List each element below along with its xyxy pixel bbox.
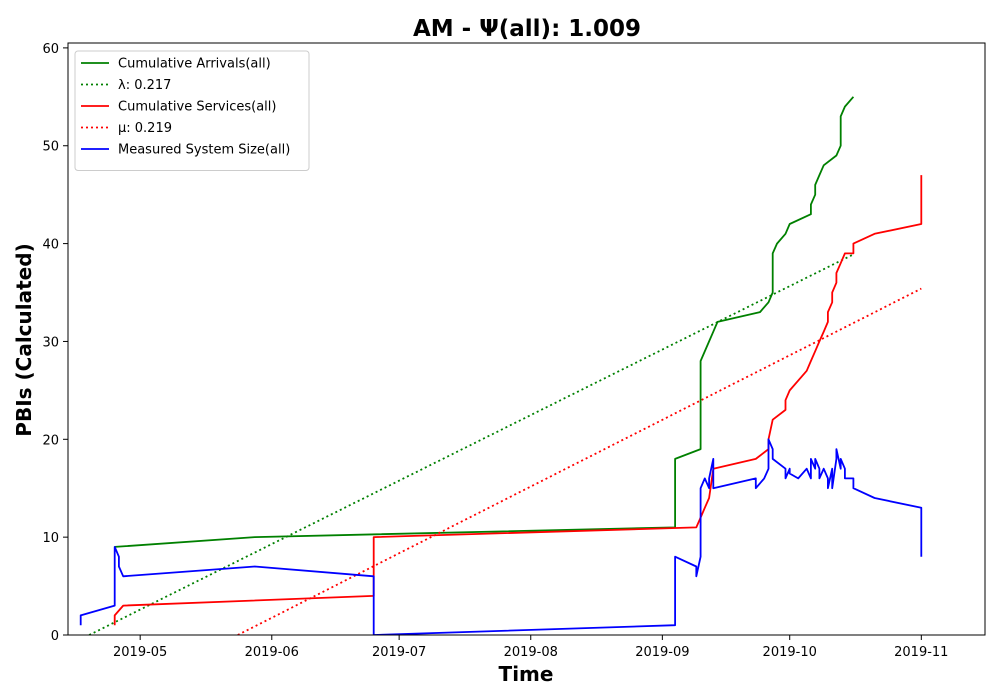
y-tick-label: 20 (42, 433, 59, 448)
y-tick-label: 60 (42, 42, 59, 57)
plot-frame (67, 42, 986, 636)
series-line-0 (114, 96, 855, 548)
x-tick-label: 2019-10 (763, 645, 817, 660)
series-layer (79, 96, 923, 635)
legend-label: Cumulative Arrivals(all) (118, 57, 271, 72)
x-axis-title: Time (499, 662, 554, 686)
y-tick-label: 10 (42, 531, 59, 546)
legend: Cumulative Arrivals(all) λ: 0.217 Cumulati… (74, 50, 310, 171)
x-tick-label: 2019-05 (113, 645, 167, 660)
y-tick-label: 50 (42, 140, 59, 155)
y-tick-label: 0 (51, 629, 59, 644)
x-tick-label: 2019-07 (372, 645, 426, 660)
legend-label: Cumulative Services(all) (118, 100, 276, 115)
series-line-2 (113, 175, 923, 626)
legend-box (74, 50, 310, 171)
y-axis: 0 10 20 30 40 50 60 (42, 42, 68, 644)
series-line-4 (79, 438, 923, 635)
x-tick-label: 2019-11 (894, 645, 948, 660)
legend-label: Measured System Size(all) (118, 143, 290, 158)
legend-label: λ: 0.217 (118, 78, 171, 93)
x-tick-label: 2019-08 (504, 645, 558, 660)
y-axis-title: PBIs (Calculated) (12, 243, 36, 436)
x-tick-label: 2019-06 (245, 645, 299, 660)
x-tick-label: 2019-09 (635, 645, 689, 660)
y-tick-label: 30 (42, 335, 59, 350)
series-line-1 (88, 253, 854, 635)
chart-title: AM - Ψ(all): 1.009 (413, 16, 641, 42)
legend-label: μ: 0.219 (118, 121, 172, 136)
y-tick-label: 40 (42, 238, 59, 253)
x-axis: 2019-05 2019-06 2019-07 2019-08 2019-09 2019-… (113, 635, 948, 660)
